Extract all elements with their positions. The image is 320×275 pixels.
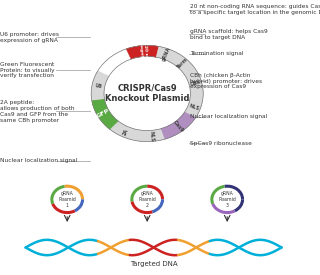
Text: gRNA
Plasmid
1: gRNA Plasmid 1 (58, 191, 76, 208)
Text: CBh (chicken β-Actin
hybrid) promoter: drives
expression of Cas9: CBh (chicken β-Actin hybrid) promoter: d… (190, 73, 262, 89)
Text: NLS: NLS (148, 130, 155, 142)
Text: 20 nt
Recognition: 20 nt Recognition (137, 36, 148, 66)
Text: Nuclear localization signal: Nuclear localization signal (190, 114, 268, 119)
Text: Cas9: Cas9 (172, 120, 185, 134)
Text: U6 promoter: drives
expression of gRNA: U6 promoter: drives expression of gRNA (0, 32, 59, 43)
Text: gRNA scaffold: helps Cas9
bind to target DNA: gRNA scaffold: helps Cas9 bind to target… (190, 29, 268, 40)
Text: GFP: GFP (96, 108, 111, 119)
Circle shape (135, 189, 159, 210)
Text: NLS: NLS (188, 103, 200, 111)
Text: CBh: CBh (190, 80, 201, 87)
Text: U6: U6 (94, 83, 102, 89)
Text: Nuclear localization signal: Nuclear localization signal (0, 158, 77, 163)
Text: Termination signal: Termination signal (190, 51, 244, 56)
Text: gRNA: gRNA (162, 46, 172, 62)
Text: Term: Term (176, 57, 189, 70)
Wedge shape (110, 121, 141, 141)
Circle shape (55, 189, 79, 210)
Text: gRNA
Plasmid
2: gRNA Plasmid 2 (138, 191, 156, 208)
Wedge shape (92, 99, 118, 129)
Wedge shape (183, 66, 203, 100)
Text: Green Fluorescent
Protein: to visually
verify transfection: Green Fluorescent Protein: to visually v… (0, 62, 55, 78)
Text: Targeted DNA: Targeted DNA (130, 261, 177, 267)
Text: 20 nt non-coding RNA sequence: guides Cas9
to a specific target location in the : 20 nt non-coding RNA sequence: guides Ca… (190, 4, 320, 15)
Text: gRNA
Plasmid
3: gRNA Plasmid 3 (218, 191, 236, 208)
Text: 2A: 2A (123, 128, 130, 136)
Text: CRISPR/Cas9
Knockout Plasmid: CRISPR/Cas9 Knockout Plasmid (105, 84, 189, 103)
Text: SpCas9 ribonuclease: SpCas9 ribonuclease (190, 141, 252, 145)
Text: 2A peptide:
allows production of both
Cas9 and GFP from the
same CBh promoter: 2A peptide: allows production of both Ca… (0, 100, 75, 123)
Wedge shape (91, 71, 109, 100)
Wedge shape (140, 129, 164, 142)
Wedge shape (161, 112, 196, 139)
Wedge shape (172, 54, 193, 72)
Circle shape (215, 189, 239, 210)
Wedge shape (156, 46, 179, 63)
Wedge shape (185, 99, 203, 118)
Wedge shape (126, 45, 159, 59)
